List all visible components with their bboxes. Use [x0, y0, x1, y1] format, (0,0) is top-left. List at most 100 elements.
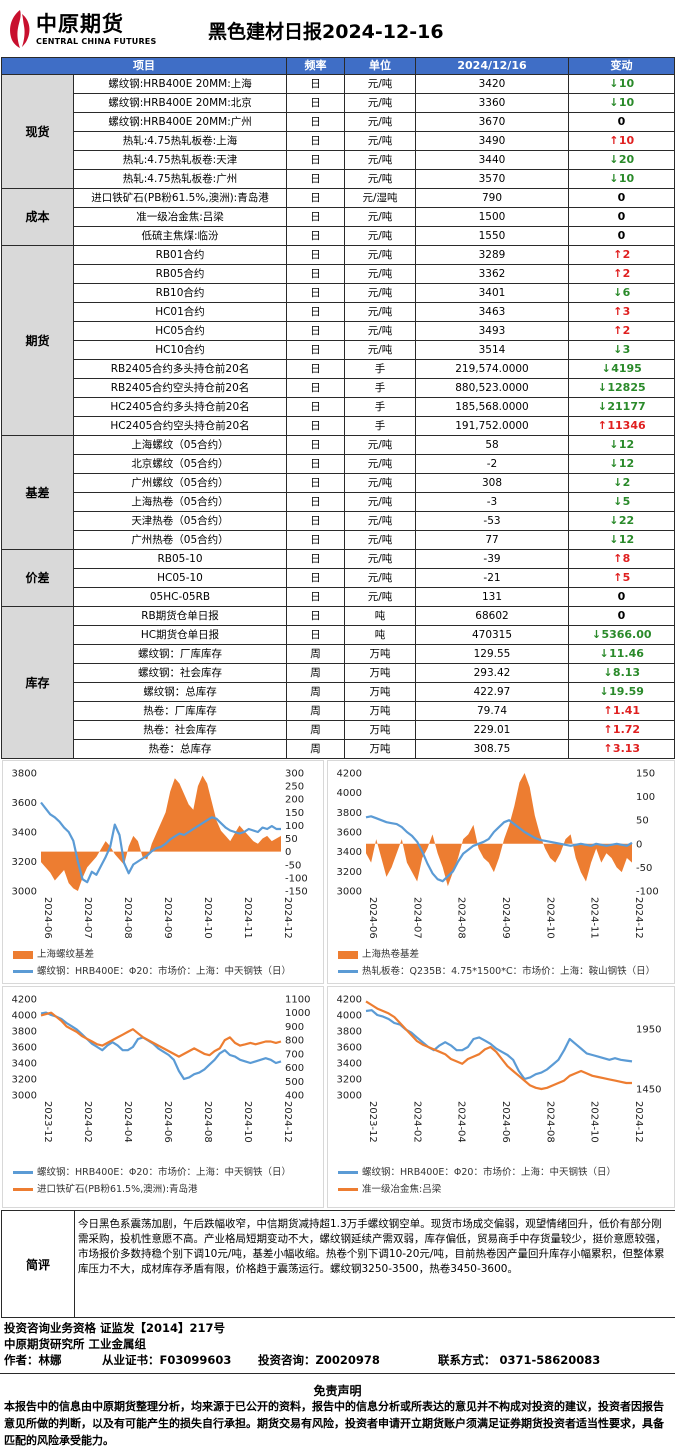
table-row: 05HC-05RB 日元/吨 131 0: [2, 587, 675, 607]
price-line-series: [365, 1009, 633, 1081]
frequency-cell: 周: [286, 739, 345, 759]
x-tick-label: 2024-12: [282, 1101, 293, 1143]
unit-cell: 元/吨: [344, 492, 416, 512]
frequency-cell: 周: [286, 720, 345, 740]
value-cell: 229.01: [415, 720, 569, 740]
y-right-tick-label: 50: [636, 816, 649, 827]
y-right-tick-label: 100: [636, 792, 655, 803]
arrow-down-icon: ↓: [599, 685, 609, 698]
value-cell: -53: [415, 511, 569, 531]
change-cell: ↑11346: [568, 416, 675, 436]
logo-english-text: CENTRAL CHINA FUTURES: [36, 37, 157, 46]
arrow-down-icon: ↓: [609, 153, 619, 166]
item-cell: RB2405合约空头持仓前20名: [73, 378, 287, 398]
change-value: 8: [622, 552, 631, 565]
unit-cell: 万吨: [344, 644, 416, 664]
table-row: 热轧:4.75热轧板卷:天津日元/吨 3440 ↓20: [2, 150, 675, 170]
item-cell: 上海螺纹（05合约）: [73, 435, 287, 455]
item-cell: HC05-10: [73, 568, 287, 588]
item-cell: 进口铁矿石(PB粉61.5%,澳洲):青岛港: [73, 188, 287, 208]
chart-legend: 螺纹钢：HRB400E：Φ20：市场价：上海：中天钢铁（日） 进口铁矿石(PB粉6…: [13, 1167, 317, 1201]
legend-label: 螺纹钢：HRB400E：Φ20：市场价：上海：中天钢铁（日）: [37, 1167, 291, 1178]
table-row: RB05合约日元/吨 3362 ↑2: [2, 264, 675, 284]
change-value: 3: [622, 343, 631, 356]
arrow-up-icon: ↑: [613, 267, 623, 280]
x-tick-label: 2024-06: [367, 897, 378, 939]
x-tick-label: 2024-10: [544, 897, 555, 939]
category-cell: 成本: [1, 188, 74, 246]
change-cell: ↑1.41: [568, 701, 675, 721]
logo-mark-icon: [10, 10, 30, 48]
unit-cell: 万吨: [344, 663, 416, 683]
table-row: 热轧:4.75热轧板卷:上海日元/吨 3490 ↑10: [2, 131, 675, 151]
arrow-down-icon: ↓: [609, 172, 619, 185]
frequency-cell: 日: [286, 530, 345, 550]
change-cell: ↑3: [568, 302, 675, 322]
y-right-tick-label: 100: [285, 821, 304, 832]
y-right-tick-label: 0: [285, 847, 291, 858]
y-right-tick-label: 1000: [285, 1008, 310, 1019]
price-line-series: [365, 1000, 632, 1091]
item-cell: 螺纹钢:HRB400E 20MM:上海: [73, 74, 287, 94]
item-cell: 准一级冶金焦:吕梁: [73, 207, 287, 227]
arrow-up-icon: ↑: [609, 134, 619, 147]
change-cell: ↑3.13: [568, 739, 675, 759]
frequency-cell: 日: [286, 511, 345, 531]
change-cell: ↓5: [568, 492, 675, 512]
chart-legend: 上海螺纹基差 螺纹钢：HRB400E：Φ20：市场价：上海：中天钢铁（日）: [13, 949, 317, 983]
change-value: 11.46: [609, 647, 644, 660]
frequency-cell: 日: [286, 188, 345, 208]
legend-swatch-icon: [13, 1188, 33, 1191]
change-value: 0: [617, 210, 626, 223]
change-value: 5: [622, 571, 631, 584]
table-row: 期货 RB01合约日元/吨 3289 ↑2: [1, 245, 675, 436]
table-row: 热卷：厂库库存周万吨 79.74 ↑1.41: [2, 701, 675, 721]
frequency-cell: 日: [286, 492, 345, 512]
legend-entry: 螺纹钢：HRB400E：Φ20：市场价：上海：中天钢铁（日）: [338, 1167, 668, 1179]
frequency-cell: 日: [286, 454, 345, 474]
price-line-series: [40, 1011, 282, 1058]
item-cell: 低硫主焦煤:临汾: [73, 226, 287, 246]
value-cell: 79.74: [415, 701, 569, 721]
price-line-series: [365, 815, 633, 883]
change-value: 0: [617, 229, 626, 242]
table-row: 准一级冶金焦:吕梁日元/吨 1500 0: [2, 207, 675, 227]
frequency-cell: 日: [286, 321, 345, 341]
item-cell: HC期货仓单日报: [73, 625, 287, 645]
change-value: 10: [618, 96, 635, 109]
table-row: 基差 上海螺纹（05合约）日元/吨 58 ↓12: [1, 435, 675, 550]
institute-line: 中原期货研究所 工业金属组: [4, 1337, 147, 1351]
market-commentary: 简评 今日黑色系震荡加剧，午后跌幅收窄，中信期货减持超1.3万手螺纹钢空单。现货…: [1, 1210, 675, 1318]
change-value: 2: [622, 267, 631, 280]
item-cell: RB01合约: [73, 245, 287, 265]
unit-cell: 手: [344, 416, 416, 436]
change-value: 8.13: [612, 666, 641, 679]
value-cell: 790: [415, 188, 569, 208]
legend-entry: 上海螺纹基差: [13, 949, 317, 961]
item-cell: 热卷：厂库库存: [73, 701, 287, 721]
y-right-tick-label: 300: [285, 769, 304, 780]
value-cell: 293.42: [415, 663, 569, 683]
arrow-down-icon: ↓: [603, 666, 613, 679]
arrow-down-icon: ↓: [609, 514, 619, 527]
y-right-tick-label: -100: [285, 873, 308, 884]
item-cell: 广州螺纹（05合约）: [73, 473, 287, 493]
x-tick-label: 2024-09: [162, 897, 173, 939]
item-cell: 热轧:4.75热轧板卷:天津: [73, 150, 287, 170]
arrow-up-icon: ↑: [613, 305, 623, 318]
item-cell: HC05合约: [73, 321, 287, 341]
change-value: 5366.00: [601, 628, 652, 641]
value-cell: 77: [415, 530, 569, 550]
item-cell: HC2405合约空头持仓前20名: [73, 416, 287, 436]
frequency-cell: 日: [286, 625, 345, 645]
y-left-tick-label: 3200: [337, 1075, 362, 1086]
x-tick-label: 2024-12: [282, 897, 293, 939]
table-row: HC2405合约空头持仓前20名日手 191,752.0000 ↑11346: [2, 416, 675, 436]
arrow-down-icon: ↓: [601, 362, 611, 375]
y-left-tick-label: 3600: [337, 828, 362, 839]
arrow-down-icon: ↓: [613, 286, 623, 299]
change-value: 10: [618, 77, 635, 90]
arrow-up-icon: ↑: [603, 704, 613, 717]
change-value: 21177: [607, 400, 646, 413]
item-cell: RB05-10: [73, 549, 287, 569]
